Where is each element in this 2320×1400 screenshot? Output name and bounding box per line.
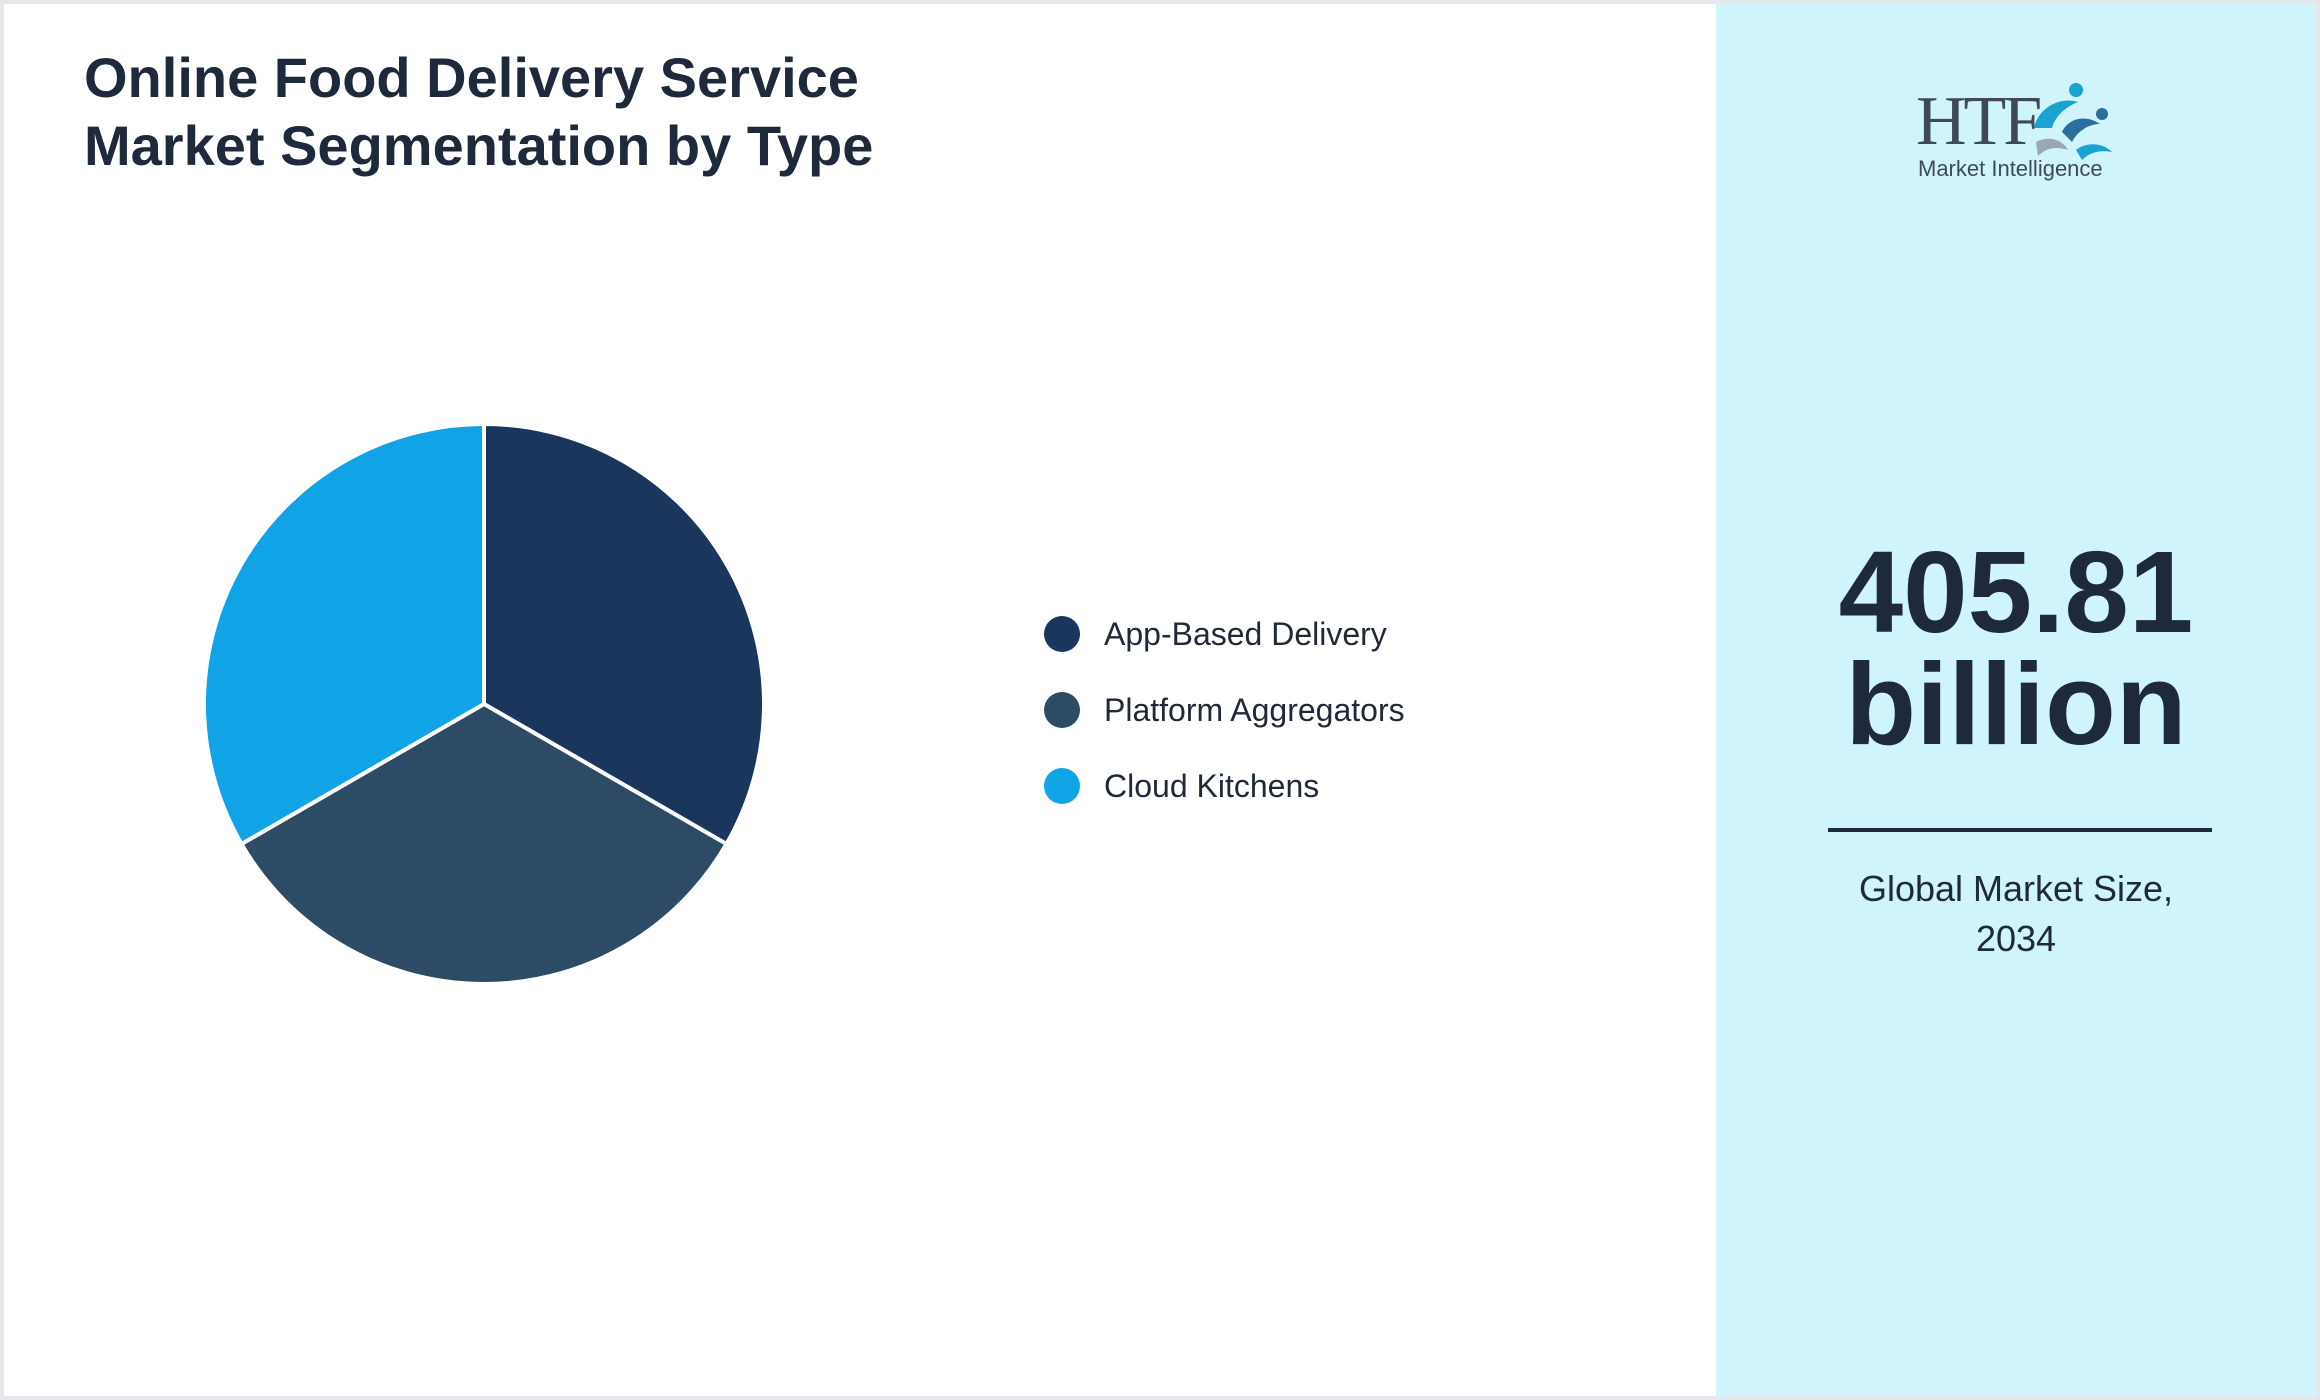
legend-label: App-Based Delivery [1104,615,1387,652]
chart-legend: App-Based Delivery Platform Aggregators Cl… [1044,596,1405,824]
logo-letters: HTF [1916,83,2042,160]
legend-item: Platform Aggregators [1044,672,1405,748]
legend-swatch [1044,616,1080,652]
legend-item: Cloud Kitchens [1044,748,1405,824]
market-size-panel: HTF Market Intelligence 405.81 billion G… [1716,4,2316,1396]
logo-subtitle: Market Intelligence [1918,156,2103,181]
market-size-caption: Global Market Size, 2034 [1716,864,2316,964]
chart-title-line-2: Market Segmentation by Type [84,114,874,177]
chart-title: Online Food Delivery Service Market Segm… [84,44,1084,180]
market-size-number: 405.81 [1838,527,2194,657]
legend-swatch [1044,692,1080,728]
htf-logo: HTF Market Intelligence [1916,80,2116,190]
market-size-unit: billion [1845,639,2187,769]
chart-panel: Online Food Delivery Service Market Segm… [4,4,1716,1396]
pie-chart [202,422,766,986]
legend-swatch [1044,768,1080,804]
divider-line [1828,828,2212,832]
chart-title-line-1: Online Food Delivery Service [84,46,859,109]
legend-label: Cloud Kitchens [1104,767,1320,804]
logo-mark-icon [2034,83,2112,160]
pie-slice-app-based-delivery [482,422,766,846]
pie-slice-platform-aggregators [239,702,729,986]
legend-item: App-Based Delivery [1044,596,1405,672]
market-size-caption-line-2: 2034 [1975,918,2057,959]
pie-slice-cloud-kitchens [202,422,486,846]
legend-label: Platform Aggregators [1104,691,1405,728]
market-size-value: 405.81 billion [1716,527,2316,769]
market-size-caption-line-1: Global Market Size, [1858,868,2174,909]
